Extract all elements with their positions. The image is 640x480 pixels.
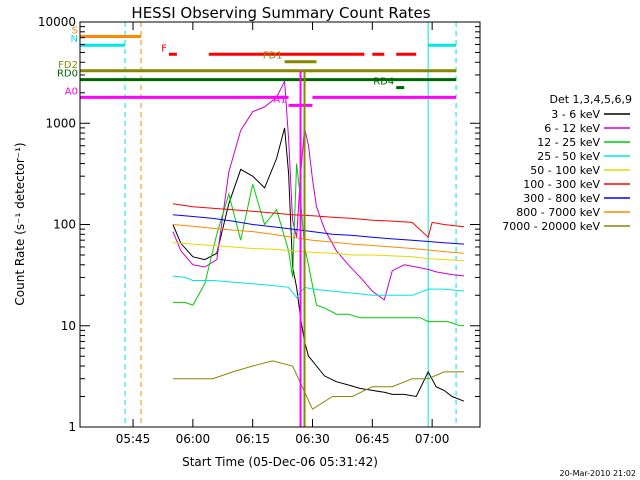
y-axis-label: Count Rate (s⁻¹ detector⁻¹)	[13, 142, 27, 305]
legend-entry: 50 - 100 keV	[530, 164, 600, 177]
flag-label: A0	[65, 86, 78, 97]
footer-timestamp: 20-Mar-2010 21:02	[560, 469, 637, 478]
legend-entry: 300 - 800 keV	[523, 192, 600, 205]
series-line	[172, 163, 464, 327]
legend-title: Det 1,3,4,5,6,9	[549, 93, 632, 106]
flag-label: S	[72, 25, 78, 36]
flag-label: FD2	[58, 60, 78, 71]
flag-label: A1	[273, 94, 286, 105]
y-tick-label: 10000	[38, 15, 76, 29]
flag-label: F	[161, 43, 167, 54]
series-line	[172, 203, 465, 239]
x-tick-label: 06:30	[295, 432, 330, 446]
flag-label: RD0	[57, 69, 78, 80]
flag-label: N	[71, 34, 78, 45]
y-tick-label: 100	[53, 218, 76, 232]
legend-entry: 3 - 6 keV	[551, 108, 600, 121]
series-line	[172, 242, 465, 262]
x-tick-label: 07:00	[415, 432, 450, 446]
flag-label: FD1	[263, 51, 283, 62]
legend-entry: 12 - 25 keV	[537, 136, 600, 149]
legend-entry: 25 - 50 keV	[537, 150, 600, 163]
y-tick-label: 10	[61, 319, 76, 333]
chart-title: HESSI Observing Summary Count Rates	[131, 4, 430, 22]
x-tick-label: 06:15	[235, 432, 270, 446]
x-tick-label: 06:00	[176, 432, 211, 446]
series-line	[172, 360, 464, 410]
series-line	[172, 79, 465, 301]
axes: 05:45 06:00 06:15 06:30 06:45 07:00 1 10 100 1000…	[38, 15, 480, 446]
x-tick-label: 05:45	[116, 432, 151, 446]
series-line	[172, 214, 465, 245]
y-tick-label: 1	[68, 420, 76, 434]
x-tick-label: 06:45	[355, 432, 390, 446]
legend-entry: 7000 - 20000 keV	[502, 220, 600, 233]
series-line	[172, 224, 465, 254]
y-tick-label: 1000	[45, 116, 76, 130]
series-line	[172, 127, 465, 402]
flag-label: RD4	[373, 77, 394, 88]
legend-entry: 100 - 300 keV	[523, 178, 600, 191]
legend-entry: 800 - 7000 keV	[516, 206, 600, 219]
legend-entry: 6 - 12 keV	[544, 122, 600, 135]
x-axis-label: Start Time (05-Dec-06 05:31:42)	[182, 455, 378, 469]
